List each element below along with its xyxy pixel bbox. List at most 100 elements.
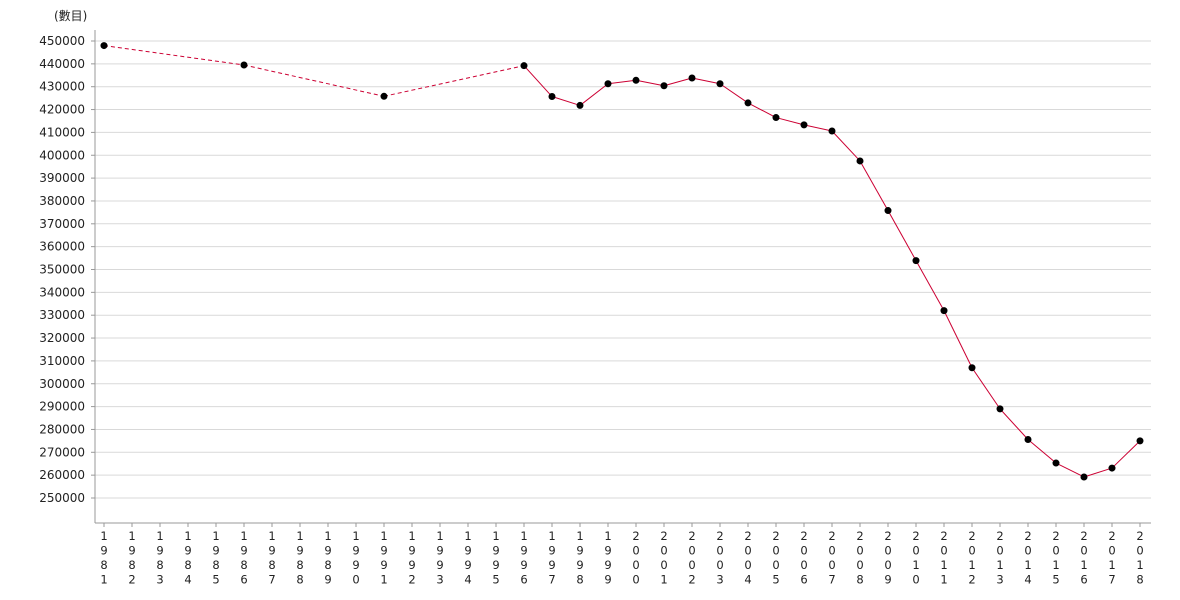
line-segment-2011-2012 [943,310,973,368]
line-segment-1986-1991 [243,64,385,97]
data-point-1996 [520,62,528,70]
data-point-2002 [688,74,696,82]
y-tick-label-440000: 440000 [39,57,85,71]
data-point-1986 [240,61,248,69]
y-tick-label-410000: 410000 [39,125,85,139]
data-point-2004 [744,99,752,107]
data-point-2011 [940,307,948,315]
y-tick-label-320000: 320000 [39,331,85,345]
y-tick-label-270000: 270000 [39,445,85,459]
y-tick-label-350000: 350000 [39,263,85,277]
line-segment-1996-1997 [523,65,553,97]
data-point-2006 [800,121,808,129]
line-segment-2005-2006 [775,117,805,126]
y-tick-label-260000: 260000 [39,468,85,482]
data-point-1999 [604,80,612,88]
y-tick-label-340000: 340000 [39,285,85,299]
line-segment-2014-2015 [1027,439,1057,464]
line-segment-2003-2004 [719,83,749,104]
data-points [100,42,1144,481]
data-point-2014 [1024,436,1032,444]
y-tick-label-280000: 280000 [39,422,85,436]
y-tick-label-400000: 400000 [39,148,85,162]
data-point-1998 [576,101,584,109]
line-segment-2002-2003 [691,77,721,85]
line-segment-2017-2018 [1111,440,1141,469]
y-tick-label-330000: 330000 [39,308,85,322]
data-point-1991 [380,92,388,100]
line-segment-1998-1999 [579,83,609,106]
data-point-2018 [1136,437,1144,445]
data-point-2000 [632,76,640,84]
line-segment-2009-2010 [887,210,917,261]
data-point-2005 [772,114,780,122]
line-segment-2013-2014 [999,408,1029,440]
y-tick-labels: 450000 440000 430000 420000 410000 400000 3900… [39,34,95,505]
grid-lines [95,40,1151,499]
data-point-2015 [1052,459,1060,467]
line-segment-2007-2008 [831,130,861,162]
y-tick-label-250000: 250000 [39,491,85,505]
y-tick-label-430000: 430000 [39,80,85,94]
data-point-2007 [828,127,836,135]
y-tick-label-450000: 450000 [39,34,85,48]
line-segment-1997-1998 [551,96,581,106]
line-segment-1991-1996 [383,65,525,97]
y-tick-label-380000: 380000 [39,194,85,208]
line-segment-1999-2000 [607,79,637,85]
y-tick-label-390000: 390000 [39,171,85,185]
data-point-2016 [1080,473,1088,481]
x-tick-labels: 1 9 8 1 1 9 8 2 1 9 8 3 1 9 8 4 1 9 8 5 1 9 8 6 1 9 8 7 1 9 8 8 1 9 8 9 1 9 9 0… [100,523,1144,587]
data-point-2008 [856,157,864,165]
line-segment-2000-2001 [635,79,665,87]
axes [94,30,1151,524]
data-point-2017 [1108,464,1116,472]
line-segment-2006-2007 [803,124,833,132]
data-point-2001 [660,82,668,90]
y-tick-label-290000: 290000 [39,400,85,414]
line-segment-2004-2005 [747,102,777,118]
data-point-2009 [884,207,892,215]
data-point-1981 [100,42,108,50]
data-point-2012 [968,364,976,372]
y-axis-unit-label: (數目) [54,9,87,23]
y-tick-label-300000: 300000 [39,377,85,391]
y-tick-label-420000: 420000 [39,103,85,117]
line-segment-2015-2016 [1055,462,1085,478]
